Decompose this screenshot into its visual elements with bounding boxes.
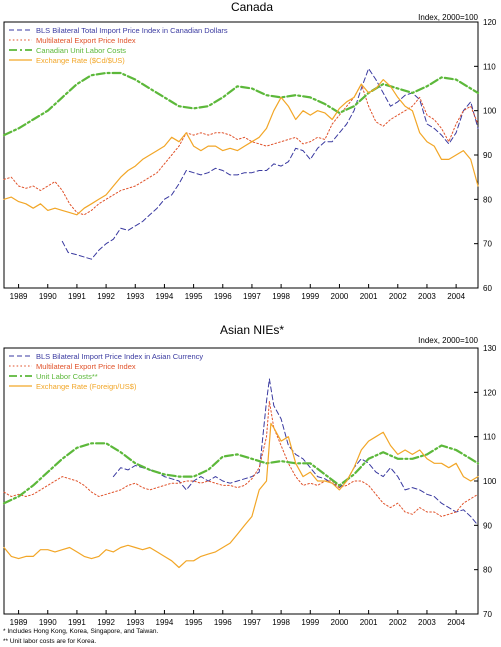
x-tick-label: 1989 <box>10 618 28 627</box>
legend-label: BLS Bilateral Import Price Index in Asia… <box>36 352 203 361</box>
legend: BLS Bilateral Import Price Index in Asia… <box>9 352 203 391</box>
x-tick-label: 1998 <box>272 292 290 301</box>
x-tick-label: 2003 <box>418 292 436 301</box>
legend-label: Unit Labor Costs** <box>36 372 98 381</box>
x-tick-label: 1991 <box>68 618 86 627</box>
x-tick-label: 1989 <box>10 292 28 301</box>
legend-label: Canadian Unit Labor Costs <box>36 46 126 55</box>
x-tick-label: 1992 <box>97 292 115 301</box>
series-line-multilateral-export-price-index <box>3 83 479 216</box>
x-tick-label: 2003 <box>418 618 436 627</box>
footnote: ** Unit labor costs are for Korea. <box>3 638 96 645</box>
legend: BLS Bilateral Total Import Price Index i… <box>9 26 228 65</box>
x-tick-label: 1993 <box>126 618 144 627</box>
y-tick-label: 70 <box>483 610 492 619</box>
x-tick-label: 2004 <box>447 618 465 627</box>
x-tick-label: 2000 <box>331 618 349 627</box>
footnote: * Includes Hong Kong, Korea, Singapore, … <box>3 628 158 635</box>
y-axis: 60 70 80 90 100 110 120 <box>474 18 497 293</box>
x-tick-label: 2000 <box>331 292 349 301</box>
x-tick-label: 1998 <box>272 618 290 627</box>
x-tick-label: 2001 <box>360 292 378 301</box>
y-tick-label: 90 <box>483 521 492 530</box>
series-line-bls-bilateral-import-price-index-in-asian-currency <box>112 378 479 526</box>
x-tick-label: 2004 <box>447 292 465 301</box>
series-line-multilateral-export-price-index <box>3 400 479 517</box>
x-tick-label: 1997 <box>243 618 261 627</box>
y-tick-label: 130 <box>483 344 497 353</box>
y-tick-label: 120 <box>483 18 497 27</box>
x-axis: 1989 1990 1991 1992 1993 1994 1995 1996 1997 1998… <box>10 610 466 627</box>
y-tick-label: 80 <box>483 566 492 575</box>
x-tick-label: 2001 <box>360 618 378 627</box>
x-tick-label: 1995 <box>185 292 203 301</box>
y-tick-label: 120 <box>483 388 497 397</box>
units-label: Index, 2000=100 <box>418 336 478 345</box>
y-tick-label: 100 <box>483 107 497 116</box>
y-tick-label: 110 <box>483 62 496 71</box>
y-axis: 70 80 90 100 110 120 130 <box>474 344 497 619</box>
y-tick-label: 110 <box>483 433 496 442</box>
x-tick-label: 1997 <box>243 292 261 301</box>
x-tick-label: 1990 <box>39 292 57 301</box>
chart-asian-nies: Asian NIEs* Index, 2000=100 BLS Bilatera… <box>2 323 497 627</box>
y-tick-label: 60 <box>483 284 492 293</box>
x-tick-label: 1999 <box>301 618 319 627</box>
units-label: Index, 2000=100 <box>418 13 478 22</box>
x-tick-label: 1990 <box>39 618 57 627</box>
y-tick-label: 100 <box>483 477 497 486</box>
series-line-exchange-rate-cd-us <box>3 78 479 216</box>
legend-label: Exchange Rate ($Cd/$US) <box>36 56 125 65</box>
x-tick-label: 1996 <box>214 292 232 301</box>
x-tick-label: 2002 <box>389 292 407 301</box>
series-line-exchange-rate-foreign-us <box>3 422 479 569</box>
series-line-bls-bilateral-total-import-price-index-in-canadian-dollars <box>61 68 479 260</box>
x-tick-label: 1995 <box>185 618 203 627</box>
x-tick-label: 2002 <box>389 618 407 627</box>
chart-title: Canada <box>231 0 273 14</box>
x-axis: 1989 1990 1991 1992 1993 1994 1995 1996 1997 1998… <box>10 284 466 301</box>
y-tick-label: 90 <box>483 151 492 160</box>
x-tick-label: 1994 <box>156 618 174 627</box>
x-tick-label: 1992 <box>97 618 115 627</box>
y-tick-label: 70 <box>483 240 492 249</box>
legend-label: Multilateral Export Price Index <box>36 36 136 45</box>
y-tick-label: 80 <box>483 195 492 204</box>
legend-label: Multilateral Export Price Index <box>36 362 136 371</box>
chart-canada: Canada Index, 2000=100 BLS Bilateral Tot… <box>2 0 497 301</box>
chart-title: Asian NIEs* <box>220 323 284 337</box>
legend-label: BLS Bilateral Total Import Price Index i… <box>36 26 228 35</box>
x-tick-label: 1991 <box>68 292 86 301</box>
series-line-canadian-unit-labor-costs <box>2 71 480 137</box>
series-line-unit-labor-costs <box>2 442 480 505</box>
legend-label: Exchange Rate (Foreign/US$) <box>36 382 137 391</box>
x-tick-label: 1994 <box>156 292 174 301</box>
x-tick-label: 1999 <box>301 292 319 301</box>
x-tick-label: 1993 <box>126 292 144 301</box>
x-tick-label: 1996 <box>214 618 232 627</box>
